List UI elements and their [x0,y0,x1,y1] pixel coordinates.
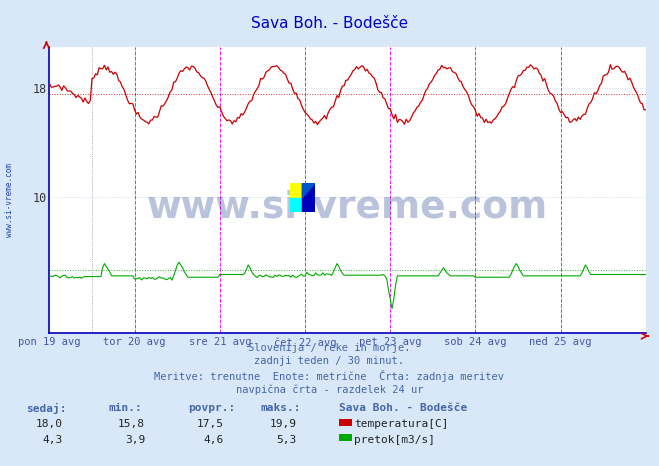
Text: 19,9: 19,9 [270,419,297,429]
Text: Slovenija / reke in morje.: Slovenija / reke in morje. [248,343,411,352]
Text: www.si-vreme.com: www.si-vreme.com [147,189,548,225]
Text: zadnji teden / 30 minut.: zadnji teden / 30 minut. [254,356,405,366]
Text: 4,3: 4,3 [42,435,63,445]
Polygon shape [302,183,315,212]
Polygon shape [302,183,315,198]
Text: navpična črta - razdelek 24 ur: navpična črta - razdelek 24 ur [236,384,423,395]
Text: 17,5: 17,5 [197,419,224,429]
Text: sedaj:: sedaj: [26,403,67,414]
Text: Meritve: trenutne  Enote: metrične  Črta: zadnja meritev: Meritve: trenutne Enote: metrične Črta: … [154,370,505,383]
Polygon shape [290,183,302,198]
Text: 5,3: 5,3 [276,435,297,445]
Text: Sava Boh. - Bodešče: Sava Boh. - Bodešče [339,403,468,413]
Text: www.si-vreme.com: www.si-vreme.com [5,164,14,237]
Text: 4,6: 4,6 [204,435,224,445]
Polygon shape [290,183,302,198]
Text: povpr.:: povpr.: [188,403,235,413]
Text: min.:: min.: [109,403,142,413]
Text: 15,8: 15,8 [118,419,145,429]
Text: temperatura[C]: temperatura[C] [354,419,448,429]
Polygon shape [290,198,302,212]
Text: maks.:: maks.: [260,403,301,413]
Text: Sava Boh. - Bodešče: Sava Boh. - Bodešče [251,16,408,31]
Text: pretok[m3/s]: pretok[m3/s] [354,435,435,445]
Text: 18,0: 18,0 [36,419,63,429]
Text: 3,9: 3,9 [125,435,145,445]
